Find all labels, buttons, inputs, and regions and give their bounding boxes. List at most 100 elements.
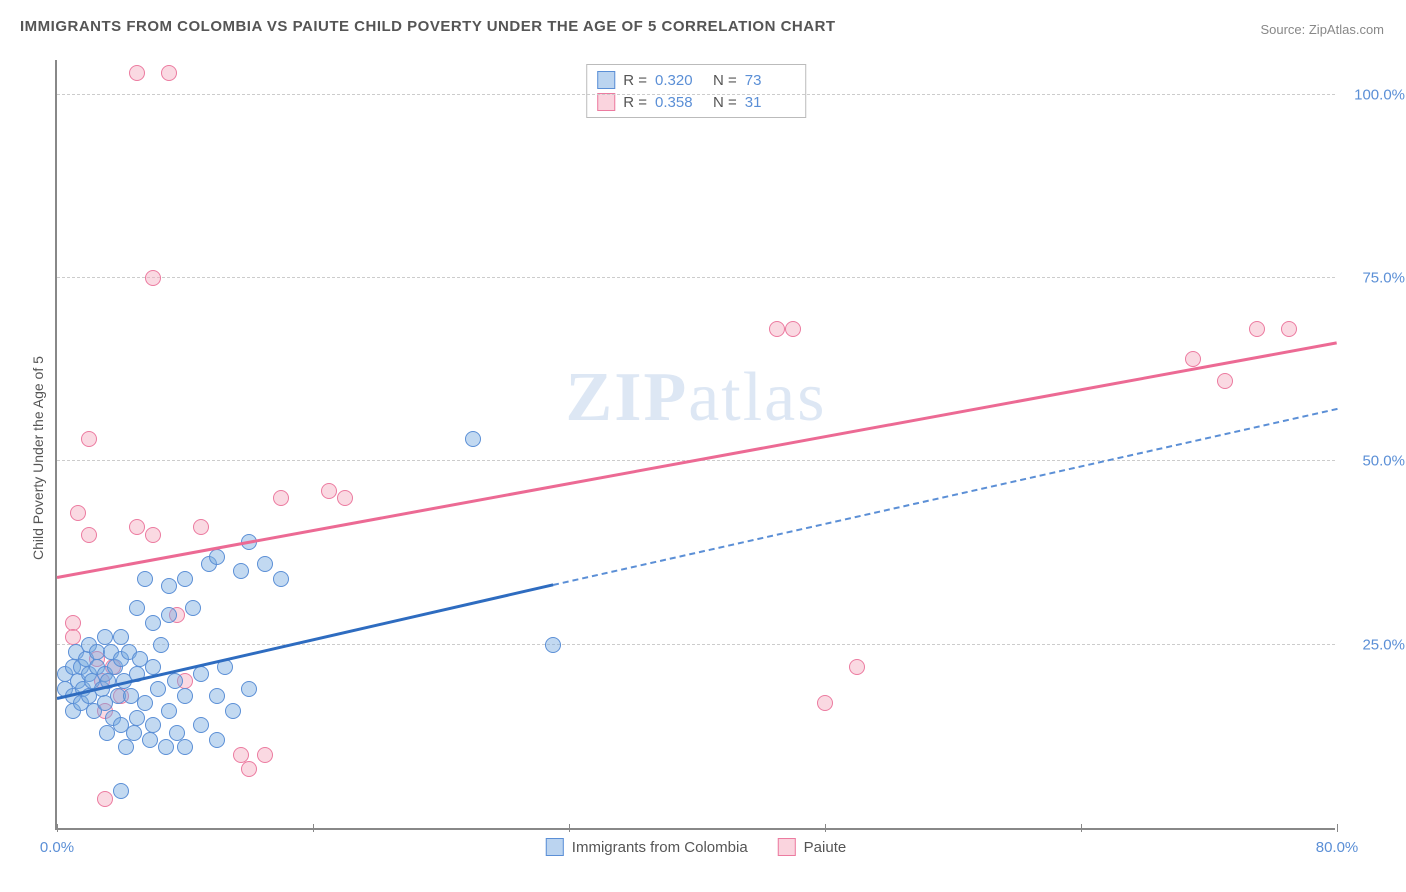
data-point-blue xyxy=(145,615,161,631)
legend-item-blue: Immigrants from Colombia xyxy=(546,838,748,856)
watermark-bold: ZIP xyxy=(566,359,689,436)
watermark-light: atlas xyxy=(688,359,826,436)
data-point-pink xyxy=(1185,351,1201,367)
y-axis-label: Child Poverty Under the Age of 5 xyxy=(30,356,46,560)
chart-title: IMMIGRANTS FROM COLOMBIA VS PAIUTE CHILD… xyxy=(20,18,836,35)
data-point-pink xyxy=(81,527,97,543)
stat-r-pink: 0.358 xyxy=(655,94,705,111)
x-tick xyxy=(1081,824,1082,832)
watermark: ZIPatlas xyxy=(566,358,827,438)
data-point-pink xyxy=(321,483,337,499)
data-point-blue xyxy=(150,681,166,697)
stat-label-r: R = xyxy=(623,94,647,111)
stat-n-blue: 73 xyxy=(745,72,795,89)
data-point-blue xyxy=(161,703,177,719)
y-tick-label: 75.0% xyxy=(1362,270,1405,287)
stat-label-n: N = xyxy=(713,72,737,89)
data-point-blue xyxy=(545,637,561,653)
data-point-blue xyxy=(465,431,481,447)
swatch-pink-icon xyxy=(778,838,796,856)
data-point-pink xyxy=(161,65,177,81)
y-tick-label: 100.0% xyxy=(1354,86,1405,103)
legend-stats-row-blue: R = 0.320 N = 73 xyxy=(597,69,795,91)
data-point-pink xyxy=(129,519,145,535)
stat-r-blue: 0.320 xyxy=(655,72,705,89)
swatch-pink-icon xyxy=(597,93,615,111)
data-point-blue xyxy=(137,695,153,711)
stat-label-r: R = xyxy=(623,72,647,89)
data-point-blue xyxy=(113,629,129,645)
data-point-blue xyxy=(137,571,153,587)
stat-label-n: N = xyxy=(713,94,737,111)
trend-line-blue-solid xyxy=(57,583,554,700)
data-point-blue xyxy=(129,710,145,726)
data-point-blue xyxy=(161,578,177,594)
data-point-blue xyxy=(193,666,209,682)
gridline-h xyxy=(57,277,1335,278)
data-point-blue xyxy=(161,607,177,623)
source-label: Source: ZipAtlas.com xyxy=(1260,22,1384,37)
data-point-pink xyxy=(1281,321,1297,337)
data-point-pink xyxy=(145,527,161,543)
data-point-pink xyxy=(241,761,257,777)
data-point-blue xyxy=(185,600,201,616)
data-point-pink xyxy=(65,615,81,631)
data-point-pink xyxy=(193,519,209,535)
data-point-blue xyxy=(169,725,185,741)
data-point-blue xyxy=(225,703,241,719)
data-point-pink xyxy=(337,490,353,506)
plot-area: ZIPatlas R = 0.320 N = 73 R = 0.358 N = … xyxy=(55,60,1335,830)
data-point-blue xyxy=(273,571,289,587)
data-point-blue xyxy=(118,739,134,755)
gridline-h xyxy=(57,644,1335,645)
data-point-blue xyxy=(167,673,183,689)
data-point-pink xyxy=(65,629,81,645)
legend-stats: R = 0.320 N = 73 R = 0.358 N = 31 xyxy=(586,64,806,118)
data-point-blue xyxy=(177,571,193,587)
data-point-blue xyxy=(145,659,161,675)
data-point-pink xyxy=(1249,321,1265,337)
data-point-blue xyxy=(126,725,142,741)
legend-series: Immigrants from Colombia Paiute xyxy=(546,838,846,856)
legend-label: Paiute xyxy=(804,839,847,856)
data-point-pink xyxy=(817,695,833,711)
swatch-blue-icon xyxy=(597,71,615,89)
data-point-blue xyxy=(142,732,158,748)
data-point-pink xyxy=(233,747,249,763)
stat-n-pink: 31 xyxy=(745,94,795,111)
swatch-blue-icon xyxy=(546,838,564,856)
data-point-pink xyxy=(97,791,113,807)
legend-label: Immigrants from Colombia xyxy=(572,839,748,856)
data-point-blue xyxy=(129,600,145,616)
trend-line-blue-dash xyxy=(553,408,1337,586)
data-point-blue xyxy=(257,556,273,572)
x-tick xyxy=(1337,824,1338,832)
data-point-blue xyxy=(193,717,209,733)
x-tick-label: 0.0% xyxy=(40,839,74,856)
data-point-pink xyxy=(257,747,273,763)
data-point-pink xyxy=(849,659,865,675)
data-point-pink xyxy=(81,431,97,447)
data-point-blue xyxy=(145,717,161,733)
data-point-pink xyxy=(129,65,145,81)
data-point-blue xyxy=(177,739,193,755)
data-point-pink xyxy=(273,490,289,506)
x-tick xyxy=(57,824,58,832)
x-tick-label: 80.0% xyxy=(1316,839,1359,856)
data-point-pink xyxy=(769,321,785,337)
x-tick xyxy=(569,824,570,832)
data-point-blue xyxy=(233,563,249,579)
x-tick xyxy=(825,824,826,832)
data-point-pink xyxy=(145,270,161,286)
data-point-blue xyxy=(241,681,257,697)
data-point-blue xyxy=(209,688,225,704)
data-point-blue xyxy=(153,637,169,653)
data-point-blue xyxy=(113,783,129,799)
y-tick-label: 25.0% xyxy=(1362,636,1405,653)
data-point-blue xyxy=(209,549,225,565)
data-point-pink xyxy=(785,321,801,337)
x-tick xyxy=(313,824,314,832)
data-point-pink xyxy=(70,505,86,521)
data-point-blue xyxy=(177,688,193,704)
data-point-blue xyxy=(209,732,225,748)
